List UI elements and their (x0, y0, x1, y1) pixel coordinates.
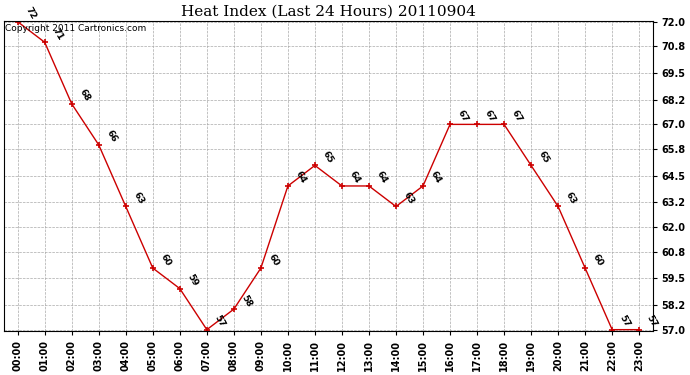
Text: Copyright 2011 Cartronics.com: Copyright 2011 Cartronics.com (6, 24, 147, 33)
Text: 60: 60 (591, 252, 604, 267)
Text: 65: 65 (320, 149, 335, 165)
Text: 72: 72 (23, 6, 37, 21)
Title: Heat Index (Last 24 Hours) 20110904: Heat Index (Last 24 Hours) 20110904 (181, 4, 476, 18)
Text: 60: 60 (266, 252, 280, 267)
Text: 67: 67 (482, 108, 497, 124)
Text: 63: 63 (131, 190, 146, 206)
Text: 59: 59 (186, 272, 199, 288)
Text: 65: 65 (537, 149, 551, 165)
Text: 63: 63 (402, 190, 415, 206)
Text: 64: 64 (375, 170, 388, 185)
Text: 67: 67 (510, 108, 524, 124)
Text: 66: 66 (104, 129, 119, 144)
Text: 64: 64 (293, 170, 308, 185)
Text: 64: 64 (348, 170, 362, 185)
Text: 60: 60 (158, 252, 172, 267)
Text: 57: 57 (644, 314, 659, 329)
Text: 67: 67 (455, 108, 470, 124)
Text: 64: 64 (428, 170, 443, 185)
Text: 68: 68 (77, 88, 91, 103)
Text: 58: 58 (239, 293, 253, 308)
Text: 57: 57 (618, 314, 632, 329)
Text: 71: 71 (50, 26, 64, 42)
Text: 57: 57 (213, 314, 226, 329)
Text: 63: 63 (564, 190, 578, 206)
